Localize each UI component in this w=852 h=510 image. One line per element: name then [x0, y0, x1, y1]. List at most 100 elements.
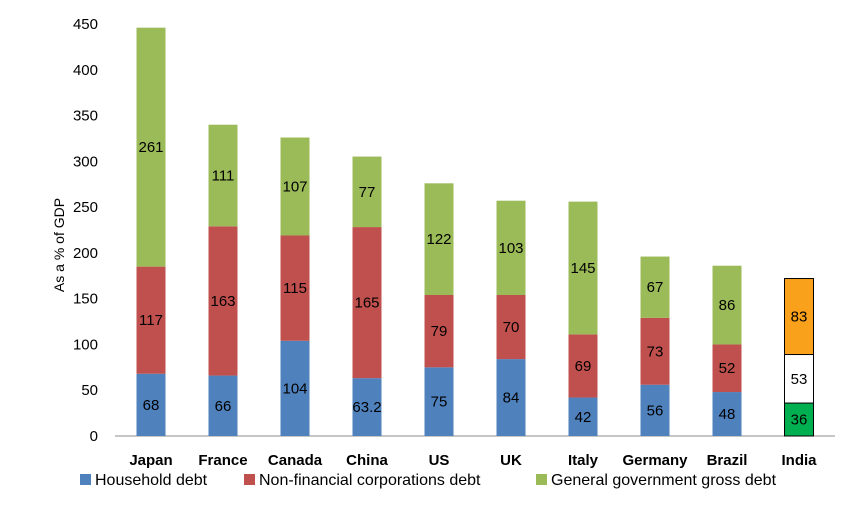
bar-segment	[712, 344, 742, 393]
bar-segment	[568, 334, 598, 398]
bar-segment	[136, 373, 166, 436]
bar-group-brazil: 48 52 86	[712, 265, 742, 436]
data-label: 103	[498, 240, 523, 257]
y-tick-label: 150	[73, 291, 98, 308]
x-tick-label: UK	[500, 452, 522, 469]
data-label: 53	[791, 371, 808, 388]
bar-segment	[496, 359, 526, 436]
bars-group: 68 117 261 66 163 111 104 115 107 63.2 165 77 75 79 12…	[136, 27, 814, 437]
bar-segment	[568, 201, 598, 335]
y-tick-label: 200	[73, 245, 98, 262]
bar-segment	[208, 124, 238, 227]
bar-segment	[280, 137, 310, 236]
bar-group-germany: 56 73 67	[640, 256, 670, 436]
bar-group-france: 66 163 111	[208, 124, 238, 436]
bar-group-us: 75 79 122	[424, 183, 454, 436]
data-label: 163	[210, 293, 235, 310]
y-tick-label: 450	[73, 16, 98, 33]
y-tick-label: 400	[73, 62, 98, 79]
x-tick-label: India	[781, 452, 817, 469]
x-tick-label: Japan	[129, 452, 172, 469]
y-axis-title: As a % of GDP	[51, 198, 67, 292]
data-label: 117	[139, 312, 163, 329]
bar-segment	[208, 375, 238, 436]
y-tick-label: 50	[81, 382, 98, 399]
data-label: 69	[575, 358, 592, 375]
bar-segment	[280, 340, 310, 436]
bar-segment	[640, 256, 670, 318]
bar-segment	[712, 392, 742, 436]
legend-swatch	[80, 474, 91, 485]
data-label: 261	[138, 139, 163, 156]
data-label: 107	[282, 179, 307, 196]
data-label: 68	[143, 397, 160, 414]
data-label: 79	[431, 323, 448, 340]
data-label: 63.2	[352, 399, 381, 416]
y-tick-label: 350	[73, 108, 98, 125]
bar-group-japan: 68 117 261	[136, 27, 166, 436]
bar-group-india: 36 53 83	[784, 278, 814, 437]
y-tick-label: 300	[73, 153, 98, 170]
bar-segment	[136, 27, 166, 267]
bar-segment	[784, 354, 814, 404]
y-tick-label: 100	[73, 336, 98, 353]
data-label: 84	[503, 390, 520, 407]
bar-group-canada: 104 115 107	[280, 137, 310, 436]
bar-segment	[496, 200, 526, 296]
data-label: 67	[647, 279, 664, 296]
bar-segment	[352, 156, 382, 228]
y-tick-label: 250	[73, 199, 98, 216]
bar-segment	[424, 295, 454, 368]
bar-segment	[640, 384, 670, 436]
x-tick-label: Canada	[268, 452, 323, 469]
bar-segment	[208, 226, 238, 376]
legend-swatch	[536, 474, 547, 485]
bar-segment	[424, 367, 454, 436]
x-tick-label: Italy	[568, 452, 599, 469]
x-tick-label: Germany	[622, 452, 688, 469]
data-label: 122	[426, 231, 451, 248]
x-tick-label: China	[346, 452, 388, 469]
bar-segment	[136, 266, 166, 374]
data-label: 115	[283, 280, 307, 297]
bar-segment	[784, 402, 814, 437]
x-axis: Japan France Canada China US UK Italy Germany Br…	[129, 452, 817, 469]
bar-segment	[424, 183, 454, 296]
data-label: 42	[575, 409, 592, 426]
y-axis: 0 50 100 150 200 250 300 350 400 450	[73, 16, 835, 445]
x-tick-label: US	[429, 452, 450, 469]
data-label: 73	[647, 343, 664, 360]
data-label: 145	[570, 260, 595, 277]
data-label: 36	[791, 412, 808, 429]
data-label: 48	[719, 406, 736, 423]
legend-label: Non-financial corporations debt	[259, 472, 481, 489]
y-tick-label: 0	[90, 428, 98, 445]
data-label: 165	[354, 295, 379, 312]
data-label: 86	[719, 297, 736, 314]
bar-segment	[352, 378, 382, 436]
data-label: 83	[791, 309, 808, 326]
x-tick-label: Brazil	[707, 452, 748, 469]
bar-segment	[784, 278, 814, 356]
bar-segment	[280, 235, 310, 341]
bar-segment	[496, 295, 526, 360]
legend: Household debt Non-financial corporations…	[80, 472, 777, 489]
data-label: 77	[359, 184, 376, 201]
data-label: 66	[215, 398, 232, 415]
bar-group-uk: 84 70 103	[496, 200, 526, 436]
legend-label: General government gross debt	[551, 472, 777, 489]
bar-segment	[352, 227, 382, 379]
data-label: 75	[431, 394, 448, 411]
bar-segment	[568, 397, 598, 436]
legend-label: Household debt	[95, 472, 208, 489]
bar-group-china: 63.2 165 77	[352, 156, 382, 436]
x-tick-label: France	[198, 452, 247, 469]
bar-segment	[640, 317, 670, 385]
bar-group-italy: 42 69 145	[568, 201, 598, 436]
data-label: 104	[282, 380, 307, 397]
data-label: 56	[647, 402, 664, 419]
data-label: 111	[212, 168, 235, 185]
legend-swatch	[244, 474, 255, 485]
